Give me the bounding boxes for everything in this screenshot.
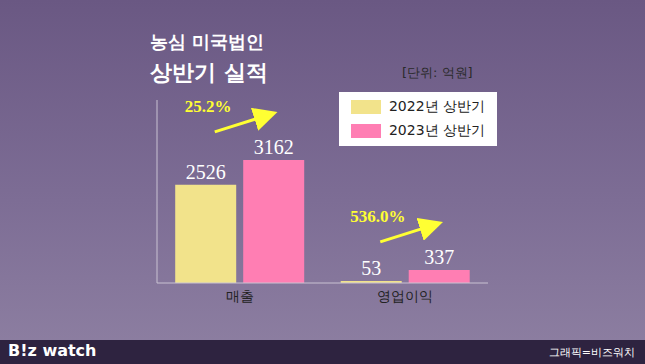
html-text:2023년 상반기: 2023년 상반기 — [388, 122, 485, 138]
svg-text:53: 53 — [361, 257, 381, 279]
svg-text:영업이익: 영업이익 — [377, 288, 433, 304]
html-text:농심 미국법인: 농심 미국법인 — [150, 31, 265, 52]
svg-text:25.2%: 25.2% — [185, 97, 232, 116]
svg-text:337: 337 — [424, 246, 454, 268]
html-text:상반기 실적: 상반기 실적 — [150, 60, 268, 85]
svg-text:536.0%: 536.0% — [350, 207, 405, 226]
html-text:그래픽=비즈워치: 그래픽=비즈워치 — [548, 346, 635, 359]
svg-text:2526: 2526 — [186, 161, 226, 183]
html-text:2022년 상반기: 2022년 상반기 — [388, 98, 485, 114]
html-text:[단위: 억원]: [단위: 억원] — [402, 65, 473, 80]
svg-text:3162: 3162 — [254, 136, 294, 158]
html-text:B!z watch: B!z watch — [8, 341, 97, 360]
svg-text:매출: 매출 — [226, 288, 254, 304]
